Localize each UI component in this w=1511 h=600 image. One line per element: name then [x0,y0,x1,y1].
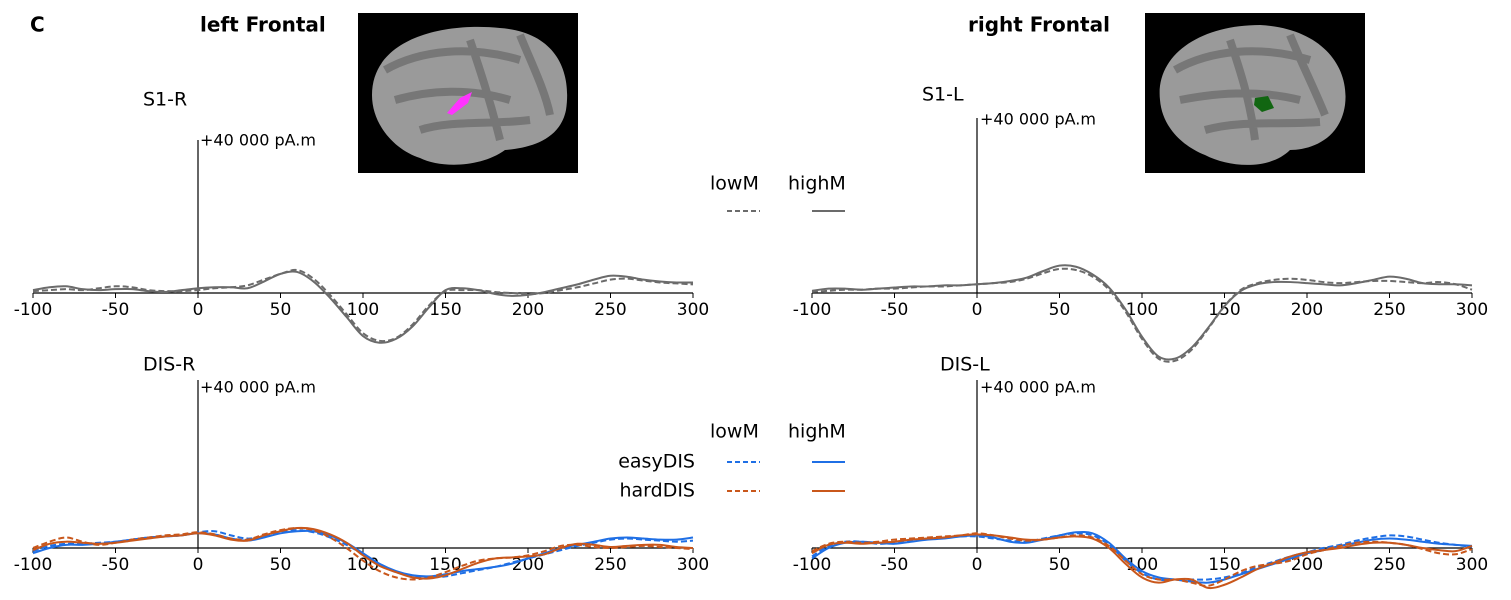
panel-label: C [30,13,45,37]
left-title: left Frontal [200,13,326,37]
x-tick-label: -100 [14,300,53,320]
series-line [32,268,694,343]
x-tick-label: 0 [972,300,983,320]
x-tick-label: -100 [14,555,53,575]
chart-title: S1-L [922,84,964,106]
scale-label: +40 000 pA.m [980,378,1096,397]
x-tick-label: 150 [1208,555,1240,575]
x-tick-label: 300 [677,555,709,575]
x-tick-label: -50 [102,300,130,320]
x-tick-label: 300 [677,300,709,320]
x-tick-label: 200 [1291,300,1323,320]
chart-title: S1-R [143,89,187,111]
chart-title: DIS-L [940,354,990,376]
x-tick-label: -50 [102,555,130,575]
scale-label: +40 000 pA.m [980,110,1096,129]
x-tick-label: -50 [881,555,909,575]
x-tick-label: 300 [1456,555,1488,575]
series-line [32,527,694,581]
legend-header: lowM [710,173,759,195]
x-tick-label: 50 [1049,555,1071,575]
series-line [32,526,694,580]
legend-header: highM [788,421,846,443]
chart-title: DIS-R [143,354,195,376]
x-tick-label: 100 [347,555,379,575]
x-tick-label: 250 [594,300,626,320]
series-line [811,530,1473,584]
x-tick-label: 50 [270,300,292,320]
legend-label: easyDIS [618,451,695,473]
x-tick-label: 0 [193,555,204,575]
x-tick-label: 250 [594,555,626,575]
brain-left [358,13,578,173]
legend-header: lowM [710,421,759,443]
x-tick-label: 150 [1208,300,1240,320]
x-tick-label: 100 [347,300,379,320]
x-tick-label: 200 [512,300,544,320]
scale-label: +40 000 pA.m [200,378,316,397]
x-tick-label: 0 [193,300,204,320]
x-tick-label: -100 [793,555,832,575]
x-tick-label: 200 [1291,555,1323,575]
series-line [811,532,1473,587]
x-tick-label: 300 [1456,300,1488,320]
x-tick-label: -50 [881,300,909,320]
series-line [811,264,1473,361]
right-title: right Frontal [968,13,1110,37]
series-line [811,533,1473,590]
legend-header: highM [788,173,846,195]
x-tick-label: 200 [512,555,544,575]
series-line [32,270,694,344]
x-tick-label: 150 [429,300,461,320]
scale-label: +40 000 pA.m [200,131,316,150]
x-tick-label: 100 [1126,300,1158,320]
x-tick-label: 50 [270,555,292,575]
x-tick-label: 250 [1373,555,1405,575]
x-tick-label: 50 [1049,300,1071,320]
x-tick-label: 250 [1373,300,1405,320]
x-tick-label: -100 [793,300,832,320]
brain-right [1145,13,1365,173]
legend-label: hardDIS [619,480,695,502]
x-tick-label: 0 [972,555,983,575]
